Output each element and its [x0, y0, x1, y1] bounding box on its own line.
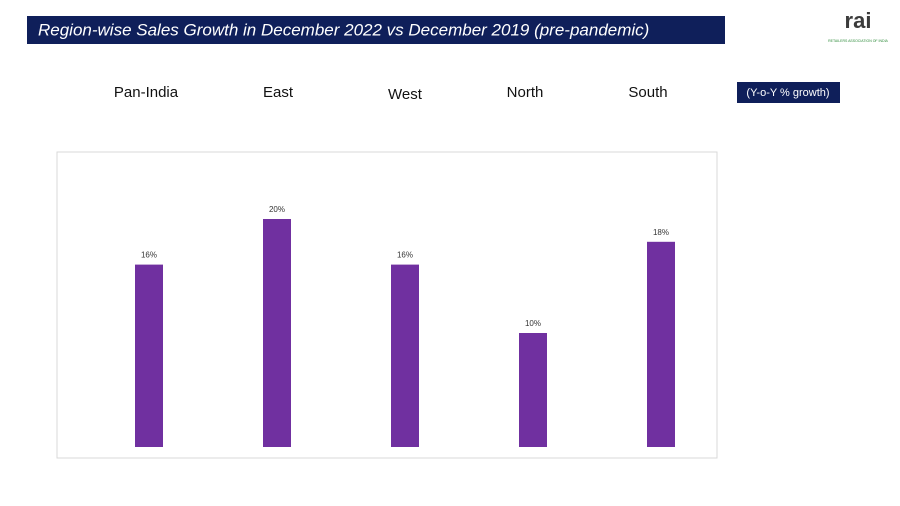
value-label: 16%	[141, 251, 157, 260]
bar	[263, 219, 291, 447]
bar	[519, 333, 547, 447]
bar	[647, 241, 675, 447]
category-label: East	[263, 84, 294, 101]
value-label: 20%	[269, 205, 285, 214]
note: (Y-o-Y % growth)	[746, 87, 829, 99]
value-label: 10%	[525, 319, 541, 328]
chart-title: Region-wise Sales Growth in December 202…	[38, 20, 649, 39]
category-label: West	[388, 86, 423, 103]
logo: rai	[845, 8, 872, 33]
value-label: 16%	[397, 251, 413, 260]
bar	[135, 264, 163, 447]
value-label: 18%	[653, 228, 669, 237]
logo-subtitle: RETAILERS ASSOCIATION OF INDIA	[828, 39, 888, 43]
bar	[391, 264, 419, 447]
category-label: Pan-India	[114, 84, 179, 101]
note-box	[737, 82, 840, 103]
category-label: North	[507, 84, 544, 101]
plot-frame	[56, 151, 718, 459]
title-bar	[27, 16, 725, 44]
category-label: South	[628, 84, 667, 101]
